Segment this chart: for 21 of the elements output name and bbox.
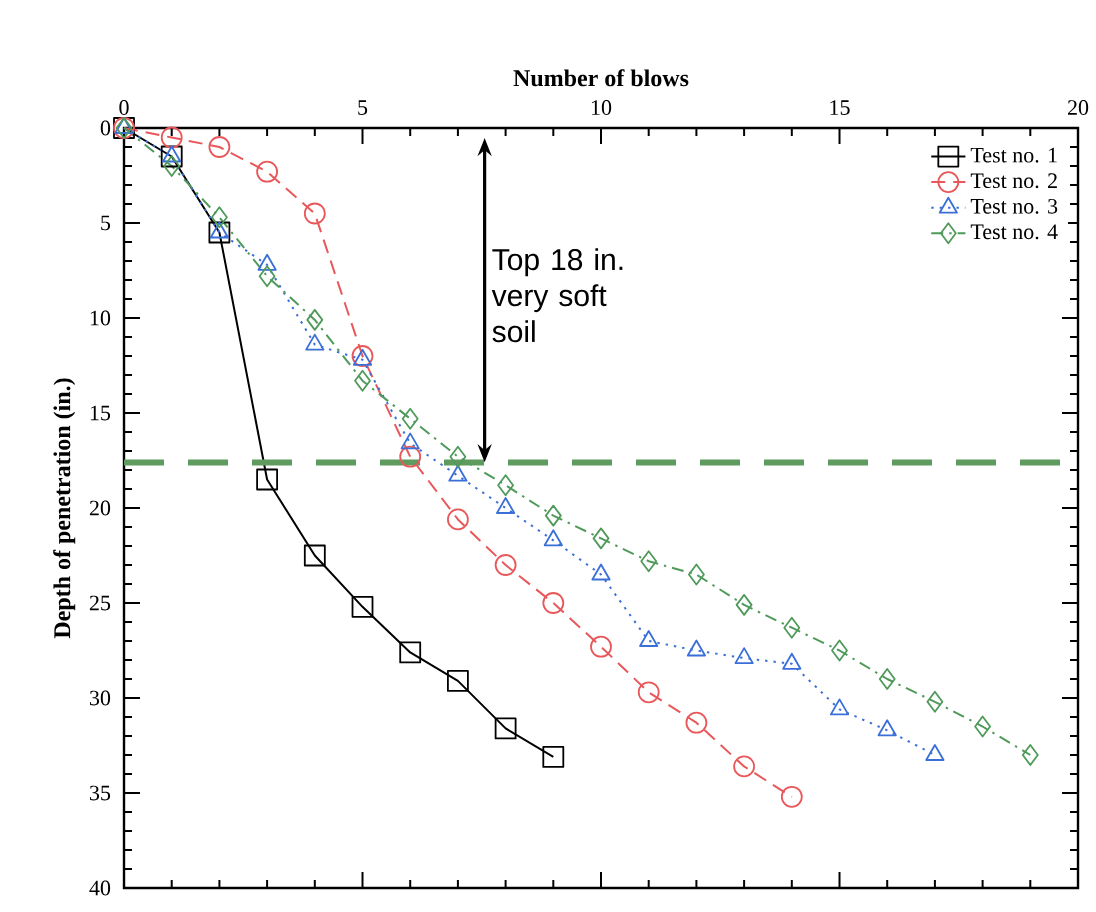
legend-label: Test no. 3 (970, 198, 1058, 214)
x-tick-label: 20 (1067, 100, 1089, 115)
x-tick-label: 0 (119, 100, 129, 115)
x-tick-label: 5 (358, 100, 368, 115)
y-tick-label: 30 (90, 690, 111, 706)
x-axis-title: Number of blows (513, 69, 689, 87)
x-tick-label: 15 (830, 100, 850, 115)
y-axis-title: Depth of penetration (in.) (53, 378, 76, 639)
y-tick-label: 10 (90, 310, 111, 326)
y-tick-label: 20 (89, 500, 111, 516)
x-tick-label: 10 (591, 100, 612, 115)
y-tick-label: 5 (101, 215, 111, 231)
legend-label: Test no. 4 (970, 224, 1058, 240)
legend-label: Test no. 1 (970, 147, 1057, 163)
y-tick-label: 35 (90, 785, 111, 801)
y-tick-label: 25 (89, 595, 111, 611)
legend-label: Test no. 2 (970, 173, 1057, 189)
y-tick-label: 0 (100, 120, 111, 136)
annotation: Top 18 in. very soft soil (491, 248, 623, 343)
y-tick-label: 15 (90, 405, 111, 421)
y-tick-label: 40 (89, 880, 111, 896)
